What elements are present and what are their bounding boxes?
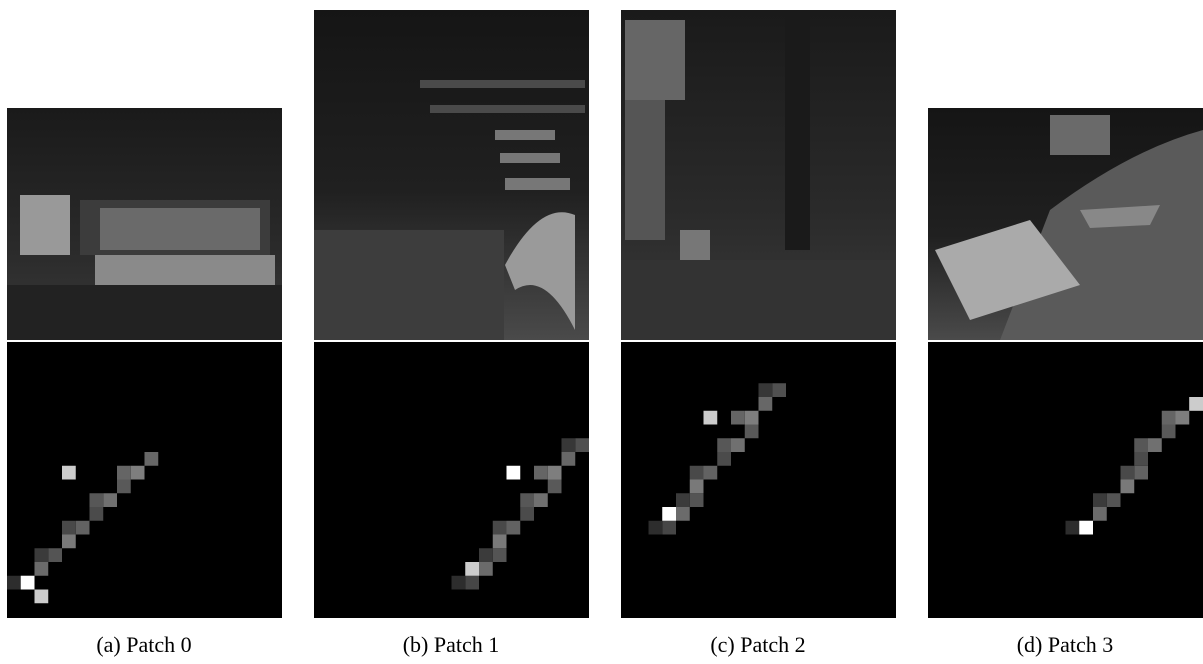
heat-cell xyxy=(534,466,548,480)
heat-cell xyxy=(717,438,731,452)
heat-cell xyxy=(1107,493,1121,507)
heat-cell xyxy=(131,466,145,480)
caption: (b) Patch 1 xyxy=(403,632,500,657)
heat-cell xyxy=(690,466,704,480)
heat-cell xyxy=(662,521,676,535)
heat-cell xyxy=(479,562,493,576)
heat-cell xyxy=(76,521,90,535)
photo-c xyxy=(621,10,896,340)
caption: (a) Patch 0 xyxy=(96,632,191,657)
heat-cell xyxy=(562,452,576,466)
page: (a) Patch 0 (b) Patch 1 (c) Patch 2 (d) … xyxy=(0,0,1203,664)
heat-cell xyxy=(21,576,35,590)
heat-cell xyxy=(507,521,521,535)
heat-cell xyxy=(649,521,663,535)
heat-cell xyxy=(493,548,507,562)
heat-cell xyxy=(1162,425,1176,439)
heatmap xyxy=(928,342,1203,618)
photo-a xyxy=(7,108,282,340)
heat-cell xyxy=(62,521,76,535)
heat-cell xyxy=(690,480,704,494)
heat-cell xyxy=(1121,480,1135,494)
heat-cell xyxy=(117,480,131,494)
heat-cell xyxy=(117,466,131,480)
heat-cell xyxy=(90,493,104,507)
heat-cell xyxy=(562,438,576,452)
heat-cell xyxy=(62,466,76,480)
heat-cell xyxy=(1176,411,1190,425)
heat-cell xyxy=(575,438,589,452)
heat-cell xyxy=(1079,521,1093,535)
heat-cell xyxy=(493,535,507,549)
heat-cell xyxy=(548,480,562,494)
heat-cell xyxy=(772,383,786,397)
heat-cell xyxy=(62,535,76,549)
heat-cell xyxy=(690,493,704,507)
photo-d xyxy=(928,108,1203,340)
heat-cell xyxy=(507,466,521,480)
heat-cell xyxy=(676,493,690,507)
heat-cell xyxy=(1121,466,1135,480)
heat-cell xyxy=(520,507,534,521)
heat-cell xyxy=(1066,521,1080,535)
heat-cell xyxy=(731,411,745,425)
heat-cell xyxy=(103,493,117,507)
heat-cell xyxy=(759,397,773,411)
heat-cell xyxy=(145,452,159,466)
heat-cell xyxy=(1134,438,1148,452)
heat-cell xyxy=(7,576,21,590)
heat-cell xyxy=(1162,411,1176,425)
heat-cell xyxy=(662,507,676,521)
heat-cell xyxy=(520,493,534,507)
heat-cell xyxy=(35,548,49,562)
figure: (a) Patch 0 (b) Patch 1 (c) Patch 2 (d) … xyxy=(0,0,1203,664)
heat-cell xyxy=(465,562,479,576)
heat-cell xyxy=(759,383,773,397)
heat-cell xyxy=(493,521,507,535)
heat-cell xyxy=(745,425,759,439)
heat-cell xyxy=(534,493,548,507)
heat-cell xyxy=(1134,452,1148,466)
heat-cell xyxy=(676,507,690,521)
heat-cell xyxy=(1093,507,1107,521)
heat-cell xyxy=(731,438,745,452)
heat-cell xyxy=(1134,466,1148,480)
heat-cell xyxy=(90,507,104,521)
heat-cell xyxy=(1189,397,1203,411)
heat-cell xyxy=(465,576,479,590)
heatmaps xyxy=(7,342,1203,618)
heat-cell xyxy=(1148,438,1162,452)
caption: (d) Patch 3 xyxy=(1017,632,1114,657)
heat-cell xyxy=(35,590,49,604)
heatmap xyxy=(7,342,282,618)
heat-cell xyxy=(48,548,62,562)
caption: (c) Patch 2 xyxy=(710,632,805,657)
heat-cell xyxy=(745,411,759,425)
heat-cell xyxy=(452,576,466,590)
heat-cell xyxy=(704,411,718,425)
photo-b xyxy=(314,10,589,340)
heat-cell xyxy=(479,548,493,562)
heat-cell xyxy=(1093,493,1107,507)
heat-cell xyxy=(35,562,49,576)
heat-cell xyxy=(548,466,562,480)
heat-cell xyxy=(717,452,731,466)
heat-cell xyxy=(704,466,718,480)
